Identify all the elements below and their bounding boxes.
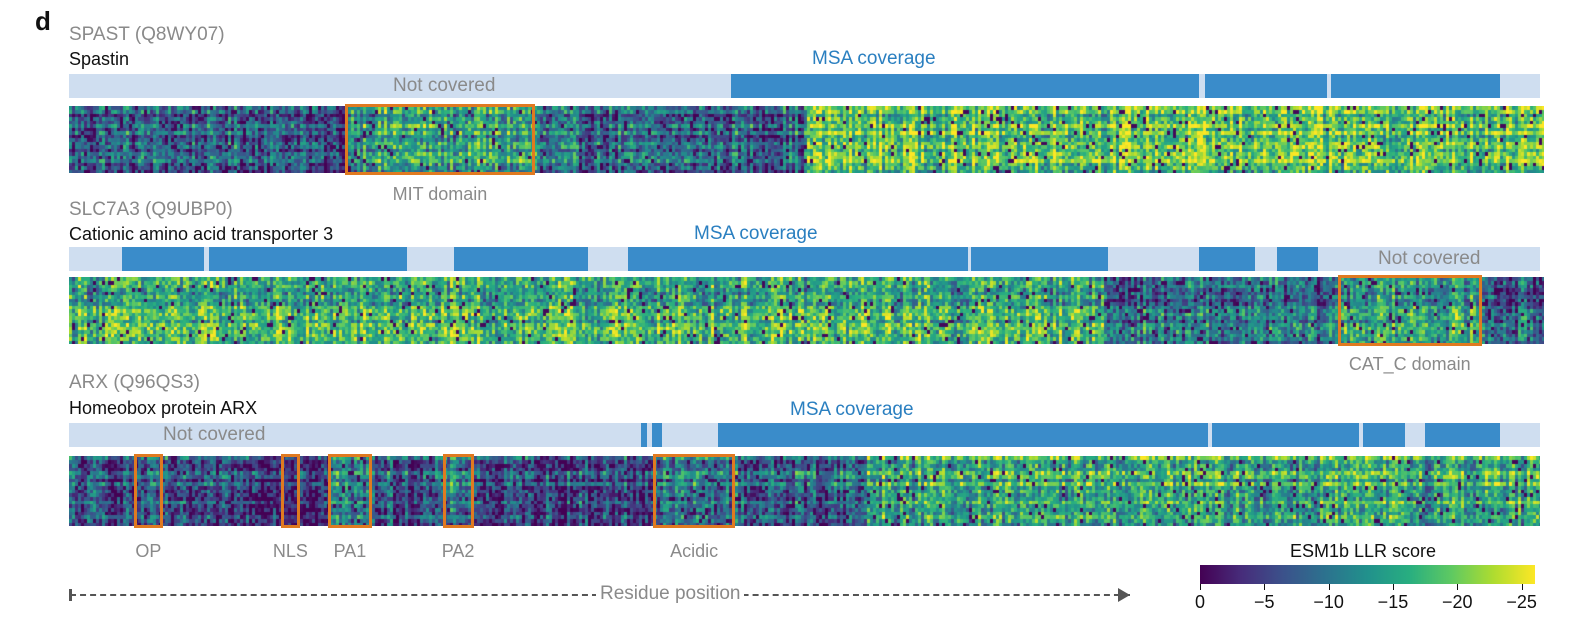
colorbar-tick xyxy=(1392,584,1394,590)
coverage-segment xyxy=(627,247,968,271)
colorbar-title: ESM1b LLR score xyxy=(1290,541,1437,561)
protein-2-gene: SLC7A3 (Q9UBP0) xyxy=(69,199,233,220)
domain-box xyxy=(1337,275,1483,346)
colorbar-tick xyxy=(1457,584,1459,590)
protein-1-msa-label: MSA coverage xyxy=(812,48,936,69)
domain-label: OP xyxy=(135,541,162,561)
coverage-segment xyxy=(1331,74,1501,98)
colorbar-tick xyxy=(1521,584,1523,590)
protein-1-heatmap xyxy=(69,106,1544,173)
protein-3-domain-labels: OP NLS PA1 PA2 Acidic xyxy=(69,541,1540,565)
protein-3-name: Homeobox protein ARX xyxy=(69,398,258,418)
protein-2-not-covered-label: Not covered xyxy=(1378,248,1481,269)
coverage-segment xyxy=(1425,423,1501,447)
coverage-segment xyxy=(454,247,589,271)
protein-1-coverage-track xyxy=(69,74,1540,98)
domain-box xyxy=(327,454,373,528)
protein-3-not-covered-label: Not covered xyxy=(163,424,266,445)
colorbar-tick xyxy=(1264,584,1266,590)
coverage-segment xyxy=(1363,423,1405,447)
coverage-segment xyxy=(1211,423,1360,447)
protein-1-name: Spastin xyxy=(69,49,130,69)
protein-3-domain-layer xyxy=(69,454,1540,528)
protein-3-heatmap xyxy=(69,456,1540,526)
domain-box xyxy=(344,104,536,175)
domain-box xyxy=(133,454,164,528)
coverage-segment xyxy=(1198,247,1255,271)
protein-2-domain-layer xyxy=(69,275,1544,346)
coverage-segment xyxy=(1276,247,1318,271)
domain-label: Acidic xyxy=(670,541,719,561)
residue-axis-label: Residue position xyxy=(596,583,745,605)
protein-2-name: Cationic amino acid transporter 3 xyxy=(69,224,334,244)
colorbar-tick-label: −5 xyxy=(1254,592,1275,612)
coverage-segment xyxy=(717,423,1208,447)
coverage-segment xyxy=(970,247,1108,271)
colorbar xyxy=(1200,565,1535,584)
protein-3-msa-label: MSA coverage xyxy=(790,399,914,420)
domain-label: MIT domain xyxy=(392,184,488,204)
coverage-segment xyxy=(1204,74,1327,98)
domain-label: NLS xyxy=(272,541,308,561)
colorbar-tick-label: −20 xyxy=(1441,592,1473,612)
coverage-segment xyxy=(730,74,1199,98)
coverage-segment xyxy=(651,423,662,447)
colorbar-tick xyxy=(1328,584,1330,590)
domain-box xyxy=(280,454,300,528)
protein-1-domain-labels: MIT domain xyxy=(69,184,1544,208)
protein-2-msa-label: MSA coverage xyxy=(694,223,818,244)
coverage-segment xyxy=(641,423,648,447)
colorbar-tick-label: −25 xyxy=(1506,592,1537,612)
domain-box xyxy=(652,454,736,528)
colorbar-tick xyxy=(1200,584,1201,590)
protein-3-coverage-track xyxy=(69,423,1540,447)
panel-letter: d xyxy=(35,6,51,36)
domain-box xyxy=(442,454,474,528)
coverage-segment xyxy=(208,247,408,271)
colorbar-tick-label: 0 xyxy=(1194,592,1206,612)
domain-label: PA1 xyxy=(333,541,367,561)
domain-label: CAT_C domain xyxy=(1348,354,1471,374)
protein-1-domain-layer xyxy=(69,104,1544,175)
colorbar-tick-label: −15 xyxy=(1377,592,1409,612)
domain-label: PA2 xyxy=(441,541,475,561)
protein-1-not-covered-label: Not covered xyxy=(393,75,496,96)
colorbar-tick-label: −10 xyxy=(1313,592,1344,612)
protein-2-heatmap xyxy=(69,277,1544,344)
protein-2-domain-labels: CAT_C domain xyxy=(69,354,1544,378)
protein-3-gene: ARX (Q96QS3) xyxy=(69,372,200,393)
protein-2-coverage-track xyxy=(69,247,1540,271)
protein-1-gene: SPAST (Q8WY07) xyxy=(69,24,225,45)
arrow-head-icon xyxy=(1118,588,1130,602)
coverage-segment xyxy=(121,247,205,271)
